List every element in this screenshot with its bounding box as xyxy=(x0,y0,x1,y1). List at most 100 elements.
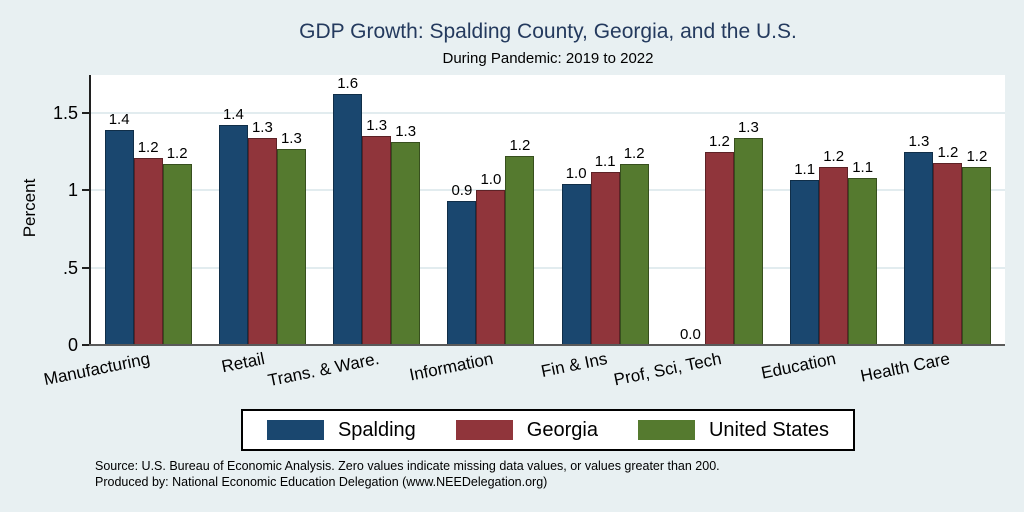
bar-value-label: 1.1 xyxy=(852,158,874,176)
bar-value-label: 1.0 xyxy=(480,171,502,189)
gridline xyxy=(91,189,1005,192)
bar-value-label: 1.3 xyxy=(908,132,930,150)
legend-item: Georgia xyxy=(455,419,598,441)
legend-label: United States xyxy=(708,419,830,441)
bar xyxy=(447,201,477,345)
x-category-label: Information xyxy=(407,349,495,385)
bar xyxy=(590,171,620,345)
bar-value-label: 1.6 xyxy=(337,75,359,93)
bar xyxy=(848,177,878,345)
y-tick-label: .5 xyxy=(62,257,78,278)
bar-group: 1.4 1.2 1.2 xyxy=(91,112,205,345)
bar xyxy=(391,142,421,345)
bar-wrap: 0.9 xyxy=(447,182,477,345)
bar-value-label: 1.2 xyxy=(708,132,730,150)
bar-wrap: 1.1 xyxy=(790,160,820,345)
bar-wrap: 1.6 xyxy=(333,75,363,345)
x-category-label: Education xyxy=(759,349,838,383)
bar-wrap: 1.3 xyxy=(247,118,277,345)
bar-value-label: 1.4 xyxy=(108,111,130,129)
chart-subtitle: During Pandemic: 2019 to 2022 xyxy=(442,50,654,67)
y-tick-label: 1.5 xyxy=(52,102,78,123)
y-tick-mark xyxy=(82,344,89,346)
bar-value-label: 1.3 xyxy=(737,118,759,136)
bar-wrap: 1.2 xyxy=(133,140,163,345)
bar-value-label: 1.2 xyxy=(509,137,531,155)
x-category-label: Trans. & Ware. xyxy=(265,349,381,391)
bar xyxy=(218,125,248,345)
bar-wrap: 1.3 xyxy=(733,118,763,345)
bar-wrap: 1.3 xyxy=(904,132,934,345)
source-line-1: Source: U.S. Bureau of Economic Analysis… xyxy=(95,459,720,473)
bar-group: 1.0 1.1 1.2 xyxy=(548,146,662,345)
bar-value-label: 1.1 xyxy=(594,152,616,170)
bar-value-label: 1.3 xyxy=(366,117,388,135)
bar-wrap: 1.3 xyxy=(276,129,306,345)
x-category-label: Retail xyxy=(219,349,267,377)
bar-value-label: 1.4 xyxy=(222,106,244,124)
bar xyxy=(133,157,163,345)
plot-area: 1.4 1.2 1.2 1.4 1.3 1.3 1.6 1.3 1.3 0.9 1.0 1.2 1.0 1… xyxy=(91,75,1005,345)
bar xyxy=(162,164,192,345)
bar xyxy=(104,130,134,345)
bar xyxy=(476,190,506,345)
bar xyxy=(790,179,820,345)
y-tick-label: 1 xyxy=(67,180,78,201)
bars-layer: 1.4 1.2 1.2 1.4 1.3 1.3 1.6 1.3 1.3 0.9 1.0 1.2 1.0 1… xyxy=(91,75,1005,345)
bar xyxy=(819,167,849,345)
bar-value-label: 1.2 xyxy=(623,145,645,163)
bar-wrap: 1.3 xyxy=(391,124,421,345)
x-category-label: Fin & Ins xyxy=(539,349,609,381)
x-labels: Manufacturing Retail Trans. & Ware. Informa… xyxy=(43,349,1005,407)
bar-value-label: 1.0 xyxy=(565,165,587,183)
bar-value-label: 1.3 xyxy=(251,118,273,136)
bar-wrap: 0.0 xyxy=(676,327,705,345)
bar xyxy=(962,167,992,345)
source-line-2: Produced by: National Economic Education… xyxy=(95,474,548,489)
bar-group: 1.1 1.2 1.1 xyxy=(777,149,891,345)
bar-wrap: 1.2 xyxy=(704,132,734,345)
legend-swatch-georgia xyxy=(455,420,513,440)
bar-value-label: 0.9 xyxy=(451,182,473,200)
bar-value-label: 1.2 xyxy=(823,148,845,166)
x-category-label: Prof, Sci, Tech xyxy=(612,349,724,390)
bar-wrap: 1.4 xyxy=(104,111,134,345)
bar-value-label: 1.3 xyxy=(280,129,302,147)
bar xyxy=(333,94,363,345)
bar-group: 0.9 1.0 1.2 xyxy=(434,138,548,345)
gridline xyxy=(91,112,1005,114)
bar xyxy=(933,162,963,345)
legend-label: Georgia xyxy=(526,419,598,441)
bar-wrap: 1.1 xyxy=(590,152,620,345)
bar-wrap: 1.2 xyxy=(162,145,192,345)
bar-wrap: 1.0 xyxy=(561,165,591,345)
bar xyxy=(247,137,277,345)
bar-value-label: 1.2 xyxy=(166,145,188,163)
legend-item: United States xyxy=(637,419,830,441)
bar-wrap: 1.2 xyxy=(962,148,992,345)
chart-title: GDP Growth: Spalding County, Georgia, an… xyxy=(299,20,797,43)
bar-group: 0.0 1.2 1.3 xyxy=(662,120,776,345)
y-tick-mark xyxy=(82,111,89,114)
bar-value-label: 1.2 xyxy=(966,148,988,166)
source-note: Source: U.S. Bureau of Economic Analysis… xyxy=(95,459,720,490)
x-category-label: Manufacturing xyxy=(42,349,152,390)
bar xyxy=(704,151,734,345)
bar xyxy=(362,136,392,345)
x-axis-line xyxy=(89,344,1005,346)
x-category-label: Health Care xyxy=(858,349,952,386)
bar-wrap: 1.3 xyxy=(362,117,392,345)
bar xyxy=(619,164,649,345)
bar-value-label: 1.1 xyxy=(794,160,816,178)
bar-wrap: 1.2 xyxy=(619,145,649,345)
bar xyxy=(733,137,763,345)
legend-item: Spalding xyxy=(266,420,416,440)
bar-wrap: 1.1 xyxy=(848,158,878,345)
bar-value-label: 1.2 xyxy=(937,143,959,161)
legend-swatch-united-states xyxy=(637,420,695,440)
bar-group: 1.6 1.3 1.3 xyxy=(320,76,434,345)
bar-wrap: 1.0 xyxy=(476,171,506,345)
bar-wrap: 1.2 xyxy=(505,137,535,345)
legend-swatch-spalding xyxy=(266,420,324,440)
